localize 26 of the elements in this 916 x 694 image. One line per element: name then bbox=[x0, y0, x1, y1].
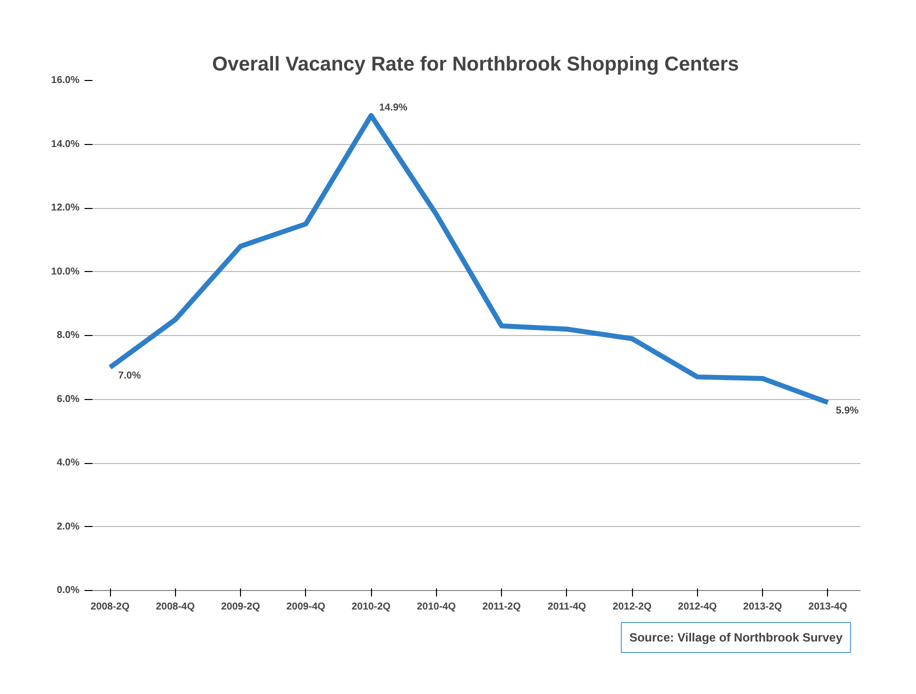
x-tick-label: 2010-4Q bbox=[416, 602, 456, 612]
y-tick-label: 2.0% bbox=[56, 521, 80, 532]
data-label: 14.9% bbox=[379, 102, 408, 114]
y-tick-label: 14.0% bbox=[51, 138, 80, 150]
y-tick-label: 16.0% bbox=[51, 75, 80, 86]
x-tick-label: 2013-2Q bbox=[743, 602, 782, 612]
y-tick-label: 12.0% bbox=[51, 202, 80, 214]
x-tick-label: 2012-4Q bbox=[678, 602, 718, 612]
x-tick-label: 2013-4Q bbox=[808, 602, 848, 612]
y-tick-label: 0.0% bbox=[56, 585, 80, 596]
x-tick-label: 2009-4Q bbox=[286, 602, 326, 612]
y-tick-label: 6.0% bbox=[56, 394, 80, 405]
x-tick-label: 2008-4Q bbox=[156, 602, 196, 612]
source-note: Source: Village of Northbrook Survey bbox=[629, 630, 843, 644]
chart-title: Overall Vacancy Rate for Northbrook Shopping Centers bbox=[212, 54, 739, 76]
data-label: 5.9% bbox=[836, 405, 859, 416]
y-tick-label: 10.0% bbox=[51, 266, 80, 278]
y-tick-label: 8.0% bbox=[56, 330, 80, 341]
y-tick-label: 4.0% bbox=[56, 458, 80, 468]
x-tick-label: 2012-2Q bbox=[612, 602, 652, 612]
x-tick-label: 2010-2Q bbox=[352, 602, 391, 612]
x-tick-label: 2011-4Q bbox=[548, 602, 586, 612]
x-tick-label: 2011-2Q bbox=[482, 602, 522, 612]
data-label: 7.0% bbox=[118, 370, 141, 382]
x-tick-label: 2009-2Q bbox=[221, 602, 260, 612]
x-tick-label: 2008-2Q bbox=[90, 602, 130, 612]
